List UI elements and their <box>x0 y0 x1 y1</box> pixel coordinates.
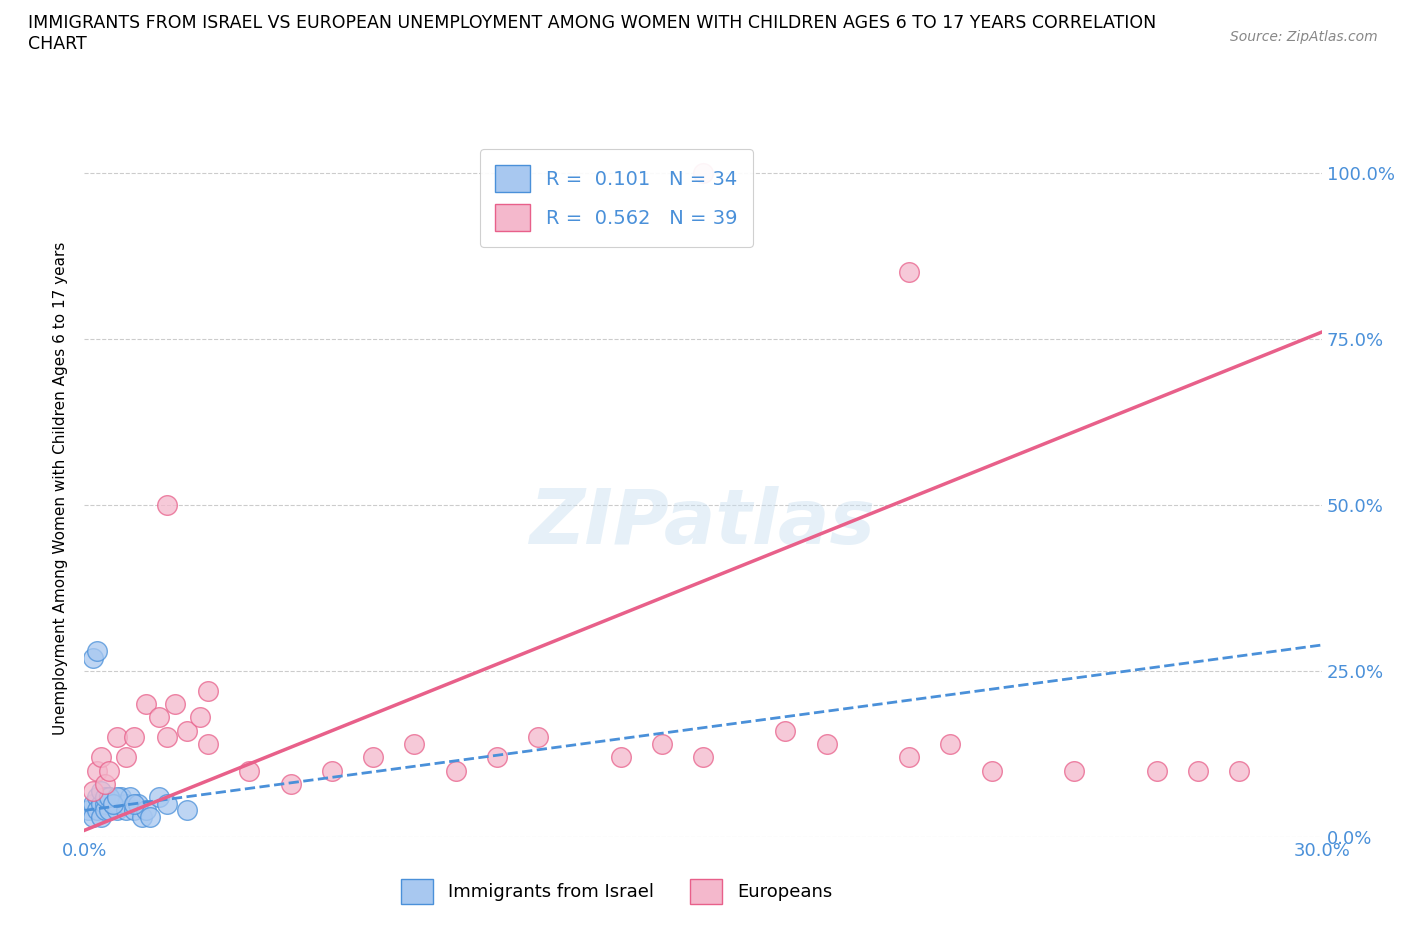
Point <box>156 796 179 811</box>
Point <box>1063 764 1085 778</box>
Point <box>321 764 343 778</box>
Point <box>114 750 136 764</box>
Point <box>609 750 631 764</box>
Point <box>148 710 170 724</box>
Point <box>815 737 838 751</box>
Point <box>1146 764 1168 778</box>
Point <box>148 790 170 804</box>
Point <box>86 803 108 817</box>
Point <box>94 803 117 817</box>
Point <box>105 796 128 811</box>
Point <box>114 803 136 817</box>
Point <box>94 796 117 811</box>
Point <box>122 730 145 745</box>
Point <box>90 810 112 825</box>
Text: IMMIGRANTS FROM ISRAEL VS EUROPEAN UNEMPLOYMENT AMONG WOMEN WITH CHILDREN AGES 6: IMMIGRANTS FROM ISRAEL VS EUROPEAN UNEMP… <box>28 14 1156 32</box>
Point <box>105 730 128 745</box>
Point <box>82 650 104 665</box>
Point <box>898 265 921 280</box>
Point <box>82 810 104 825</box>
Point <box>86 764 108 778</box>
Point <box>939 737 962 751</box>
Point <box>651 737 673 751</box>
Text: CHART: CHART <box>28 35 87 53</box>
Point <box>188 710 211 724</box>
Point <box>485 750 508 764</box>
Point <box>127 796 149 811</box>
Point <box>176 724 198 738</box>
Point <box>122 796 145 811</box>
Point <box>98 790 121 804</box>
Point <box>361 750 384 764</box>
Point <box>82 783 104 798</box>
Point <box>82 796 104 811</box>
Point <box>131 810 153 825</box>
Point <box>238 764 260 778</box>
Point <box>86 644 108 658</box>
Point <box>197 684 219 698</box>
Text: Source: ZipAtlas.com: Source: ZipAtlas.com <box>1230 30 1378 44</box>
Point <box>156 730 179 745</box>
Point <box>1187 764 1209 778</box>
Point <box>980 764 1002 778</box>
Point <box>90 796 112 811</box>
Point <box>114 796 136 811</box>
Point <box>775 724 797 738</box>
Point <box>94 777 117 791</box>
Point <box>444 764 467 778</box>
Point <box>176 803 198 817</box>
Point <box>103 796 125 811</box>
Point <box>197 737 219 751</box>
Point <box>1227 764 1250 778</box>
Point <box>98 790 121 804</box>
Point <box>898 750 921 764</box>
Point <box>692 166 714 180</box>
Point <box>98 764 121 778</box>
Point <box>404 737 426 751</box>
Point <box>280 777 302 791</box>
Point <box>103 796 125 811</box>
Point <box>90 750 112 764</box>
Point <box>692 750 714 764</box>
Y-axis label: Unemployment Among Women with Children Ages 6 to 17 years: Unemployment Among Women with Children A… <box>53 242 69 735</box>
Point <box>86 790 108 804</box>
Point <box>98 803 121 817</box>
Point <box>156 498 179 512</box>
Point <box>135 803 157 817</box>
Point <box>527 730 550 745</box>
Point <box>165 697 187 711</box>
Text: ZIPatlas: ZIPatlas <box>530 486 876 560</box>
Point <box>90 783 112 798</box>
Point <box>77 803 100 817</box>
Point <box>118 790 141 804</box>
Point <box>139 810 162 825</box>
Point <box>122 803 145 817</box>
Point <box>110 790 132 804</box>
Point <box>94 790 117 804</box>
Point <box>135 697 157 711</box>
Legend: Immigrants from Israel, Europeans: Immigrants from Israel, Europeans <box>387 864 846 919</box>
Point <box>105 790 128 804</box>
Point <box>105 803 128 817</box>
